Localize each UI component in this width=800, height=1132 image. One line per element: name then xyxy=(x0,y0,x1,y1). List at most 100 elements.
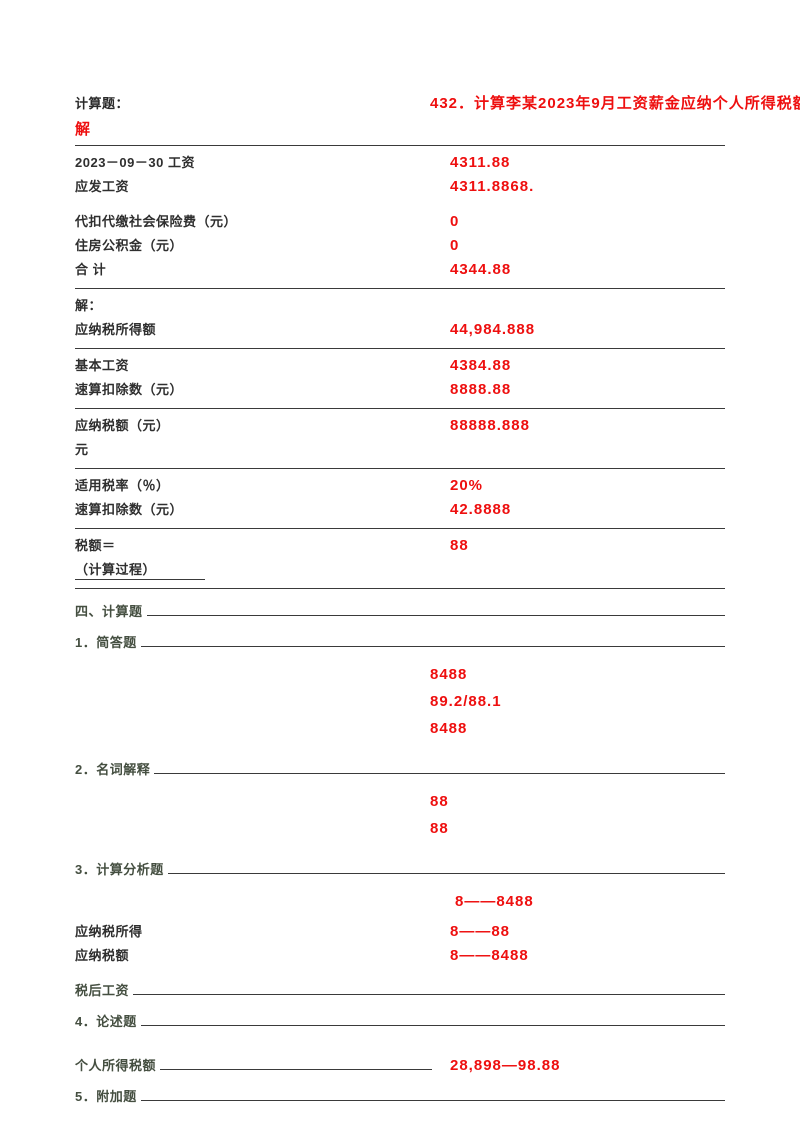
field-value: 4344.88 xyxy=(450,261,512,278)
answer-text: 8——8488 xyxy=(455,893,534,910)
spacer xyxy=(75,200,725,210)
field-value: 4311.88 xyxy=(450,154,511,171)
field-label: （计算过程） xyxy=(75,559,450,580)
rule-line xyxy=(154,773,725,774)
field-label: 应纳税额 xyxy=(75,948,130,963)
section-heading: 税后工资 xyxy=(75,983,130,998)
form-row: 适用税率（％） 20% xyxy=(75,475,725,498)
divider-line xyxy=(75,408,725,409)
field-label: 合 计 xyxy=(75,262,107,277)
spacer xyxy=(75,1110,725,1120)
field-value: 44,984.888 xyxy=(450,321,536,338)
field-value: 4311.8868. xyxy=(450,178,535,195)
rule-line xyxy=(140,1025,725,1026)
section-heading: 1．简答题 xyxy=(75,635,137,650)
section-heading-row: 3．计算分析题 xyxy=(75,856,725,878)
field-value: 42.8888 xyxy=(450,501,512,518)
field-label: 速算扣除数（元） xyxy=(75,502,184,517)
divider-line xyxy=(75,528,725,529)
spacer xyxy=(75,1035,725,1045)
field-label: 代扣代缴社会保险费（元） xyxy=(75,214,238,229)
field-label: 2023－09－30 工资 xyxy=(75,155,195,170)
header-title: 432．计算李某2023年9月工资薪金应纳个人所得税额 xyxy=(430,95,800,112)
form-row: 代扣代缴社会保险费（元） 0 xyxy=(75,211,725,234)
field-value: 28,898—98.88 xyxy=(450,1057,561,1074)
header-label: 计算题： xyxy=(75,96,130,111)
form-row: 应发工资 4311.8868. xyxy=(75,176,725,199)
field-value: 4384.88 xyxy=(450,357,512,374)
field-value: 8——88 xyxy=(450,923,511,940)
answer-text: 8488 xyxy=(430,666,468,683)
form-row: 应纳税所得额 44,984.888 xyxy=(75,319,725,342)
header-row: 计算题： 432．计算李某2023年9月工资薪金应纳个人所得税额 xyxy=(75,92,800,116)
form-row: 税额＝ 88 xyxy=(75,535,725,558)
form-row: 速算扣除数（元） 42.8888 xyxy=(75,499,725,522)
field-label: 税额＝ xyxy=(75,538,116,553)
field-label: 适用税率（％） xyxy=(75,478,170,493)
form-row: （计算过程） xyxy=(75,559,725,582)
section-heading-row: 2．名词解释 xyxy=(75,756,725,778)
form-row: 速算扣除数（元） 8888.88 xyxy=(75,379,725,402)
field-label: 元 xyxy=(75,442,89,457)
answer-text: 88 xyxy=(430,793,449,810)
field-value: 8——8488 xyxy=(450,947,529,964)
field-value: 88888.888 xyxy=(450,417,530,434)
form-row: 合 计 4344.88 xyxy=(75,259,725,282)
underlined-field-row: 个人所得税额 28,898—98.88 xyxy=(75,1048,725,1074)
divider-line xyxy=(75,468,725,469)
divider-line xyxy=(75,145,725,146)
section-heading-row: 4．论述题 xyxy=(75,1008,725,1030)
section-heading-row: 5．附加题 xyxy=(75,1083,725,1105)
field-label: 应纳税所得额 xyxy=(75,322,157,337)
form-row: 住房公积金（元） 0 xyxy=(75,235,725,258)
rule-line xyxy=(133,994,725,995)
section-heading-row: 1．简答题 xyxy=(75,629,725,651)
section-heading: 2．名词解释 xyxy=(75,762,151,777)
rule-line xyxy=(160,1069,432,1070)
field-label-underlined: （计算过程） xyxy=(75,559,205,580)
spacer xyxy=(75,883,725,893)
rule-line xyxy=(140,1100,725,1101)
solution-mark: 解 xyxy=(75,121,91,138)
form-row: 应纳税额（元） 88888.888 xyxy=(75,415,725,438)
section-heading-row: 税后工资 xyxy=(75,977,725,999)
form-row: 解： xyxy=(75,295,725,318)
underlined-field-row: 合计： 88888.8——888 xyxy=(75,1123,725,1132)
field-label: 应纳税所得 xyxy=(75,924,143,939)
section-heading: 四、计算题 xyxy=(75,604,143,619)
form-row: 2023－09－30 工资 4311.88 xyxy=(75,152,725,175)
divider-line xyxy=(75,288,725,289)
answer-row: 应纳税额 8——8488 xyxy=(75,945,725,968)
field-label: 应纳税额（元） xyxy=(75,418,170,433)
form-row: 基本工资 4384.88 xyxy=(75,355,725,378)
field-value: 0 xyxy=(450,237,460,254)
spacer xyxy=(75,656,725,666)
section-heading-row: 四、计算题 xyxy=(75,598,725,620)
answer-text: 8488 xyxy=(430,720,468,737)
spacer xyxy=(75,783,725,793)
answer-row: 应纳税所得 8——88 xyxy=(75,921,725,944)
divider-line xyxy=(75,588,725,589)
field-value: 0 xyxy=(450,213,460,230)
rule-line xyxy=(140,646,725,647)
underlined-label-wrap: 个人所得税额 xyxy=(75,1055,450,1074)
field-label: 应发工资 xyxy=(75,179,130,194)
answer-text: 89.2/88.1 xyxy=(430,693,502,710)
field-label: 住房公积金（元） xyxy=(75,238,184,253)
field-label: 基本工资 xyxy=(75,358,130,373)
field-value: 20% xyxy=(450,477,484,494)
section-heading: 5．附加题 xyxy=(75,1089,137,1104)
divider-line xyxy=(75,348,725,349)
form-row: 元 xyxy=(75,439,725,462)
rule-line xyxy=(146,615,725,616)
field-label: 解： xyxy=(75,298,103,313)
section-heading: 4．论述题 xyxy=(75,1014,137,1029)
rule-line xyxy=(167,873,725,874)
section-heading: 3．计算分析题 xyxy=(75,862,164,877)
answer-text: 88 xyxy=(430,820,449,837)
field-label: 个人所得税额 xyxy=(75,1058,157,1073)
field-value: 88 xyxy=(450,537,469,554)
field-value: 8888.88 xyxy=(450,381,512,398)
field-label: 速算扣除数（元） xyxy=(75,382,184,397)
